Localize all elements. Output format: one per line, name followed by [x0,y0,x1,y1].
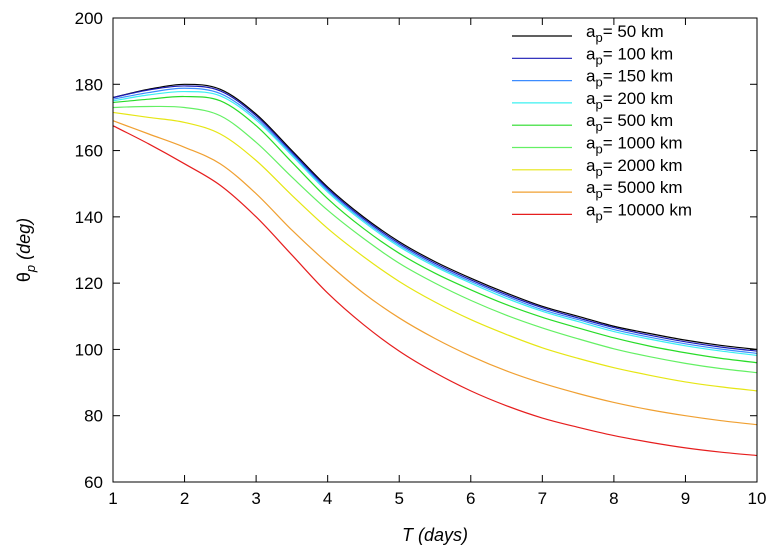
y-tick-label: 180 [75,75,103,94]
legend-label-4: ap= 200 km [586,89,673,112]
legend-label-5: ap= 500 km [586,111,673,134]
legend-label-9: ap= 10000 km [586,200,692,223]
y-tick-label: 100 [75,340,103,359]
series-line-8 [112,120,758,426]
x-tick-label: 4 [323,489,332,508]
legend-label-symbol: a [586,67,596,86]
legend-label-value: = 10000 km [603,200,692,219]
series-line-7 [112,111,758,392]
x-tick-label: 7 [538,489,547,508]
legend-label-symbol: a [586,22,596,41]
series-line-1 [112,83,758,351]
y-tick-label: 80 [84,407,103,426]
x-tick-label: 10 [748,489,767,508]
legend-label-value: = 150 km [603,67,673,86]
legend-label-value: = 5000 km [603,178,683,197]
x-tick-label: 8 [609,489,618,508]
legend-label-3: ap= 150 km [586,67,673,90]
y-tick-label: 160 [75,142,103,161]
legend-label-value: = 200 km [603,89,673,108]
series-line-9 [112,125,758,457]
legend-label-7: ap= 2000 km [586,156,683,179]
x-tick-label: 5 [394,489,403,508]
legend-label-symbol: a [586,44,596,63]
legend-label-symbol: a [586,178,596,197]
legend-label-subscript: p [595,119,602,134]
legend-label-symbol: a [586,156,596,175]
y-axis-title-subscript: p [23,265,38,273]
axis-ticks: 1 2 3 4 5 6 7 8 9 10 60 80 100 120 140 160 180 200 [75,9,767,508]
legend-label-1: ap= 50 km [586,22,664,45]
legend-label-subscript: p [595,164,602,179]
legend-label-subscript: p [595,30,602,45]
legend-label-value: = 500 km [603,111,673,130]
series-line-6 [112,105,758,374]
legend-label-subscript: p [595,142,602,157]
legend-label-subscript: p [595,186,602,201]
legend-label-subscript: p [595,208,602,223]
plot-frame [112,17,758,483]
legend-label-value: = 2000 km [603,156,683,175]
series-line-5 [112,95,758,364]
legend-label-subscript: p [595,75,602,90]
series-lines [112,83,758,457]
x-tick-label: 3 [251,489,260,508]
y-tick-label: 140 [75,208,103,227]
legend-label-2: ap= 100 km [586,44,673,67]
x-tick-label: 9 [681,489,690,508]
legend-label-symbol: a [586,134,596,153]
series-line-3 [112,87,758,355]
x-tick-label: 1 [108,489,117,508]
series-line-4 [112,90,758,356]
y-tick-label: 200 [75,9,103,28]
x-tick-label: 2 [180,489,189,508]
legend-label-symbol: a [586,111,596,130]
legend-label-symbol: a [586,200,596,219]
legend-label-6: ap= 1000 km [586,134,683,157]
legend-label-value: = 50 km [603,22,664,41]
y-axis-title: θp (deg) [14,218,38,282]
legend-label-value: = 1000 km [603,134,683,153]
y-tick-label: 120 [75,274,103,293]
x-axis-title: T (days) [402,525,468,545]
y-axis-title-symbol: θ [14,272,34,282]
legend-label-8: ap= 5000 km [586,178,683,201]
x-tick-label: 6 [466,489,475,508]
y-axis-title-unit: (deg) [14,218,34,265]
series-line-2 [112,85,758,352]
y-tick-label: 60 [84,473,103,492]
legend-label-subscript: p [595,97,602,112]
legend-label-symbol: a [586,89,596,108]
legend-label-subscript: p [595,52,602,67]
legend-label-value: = 100 km [603,44,673,63]
